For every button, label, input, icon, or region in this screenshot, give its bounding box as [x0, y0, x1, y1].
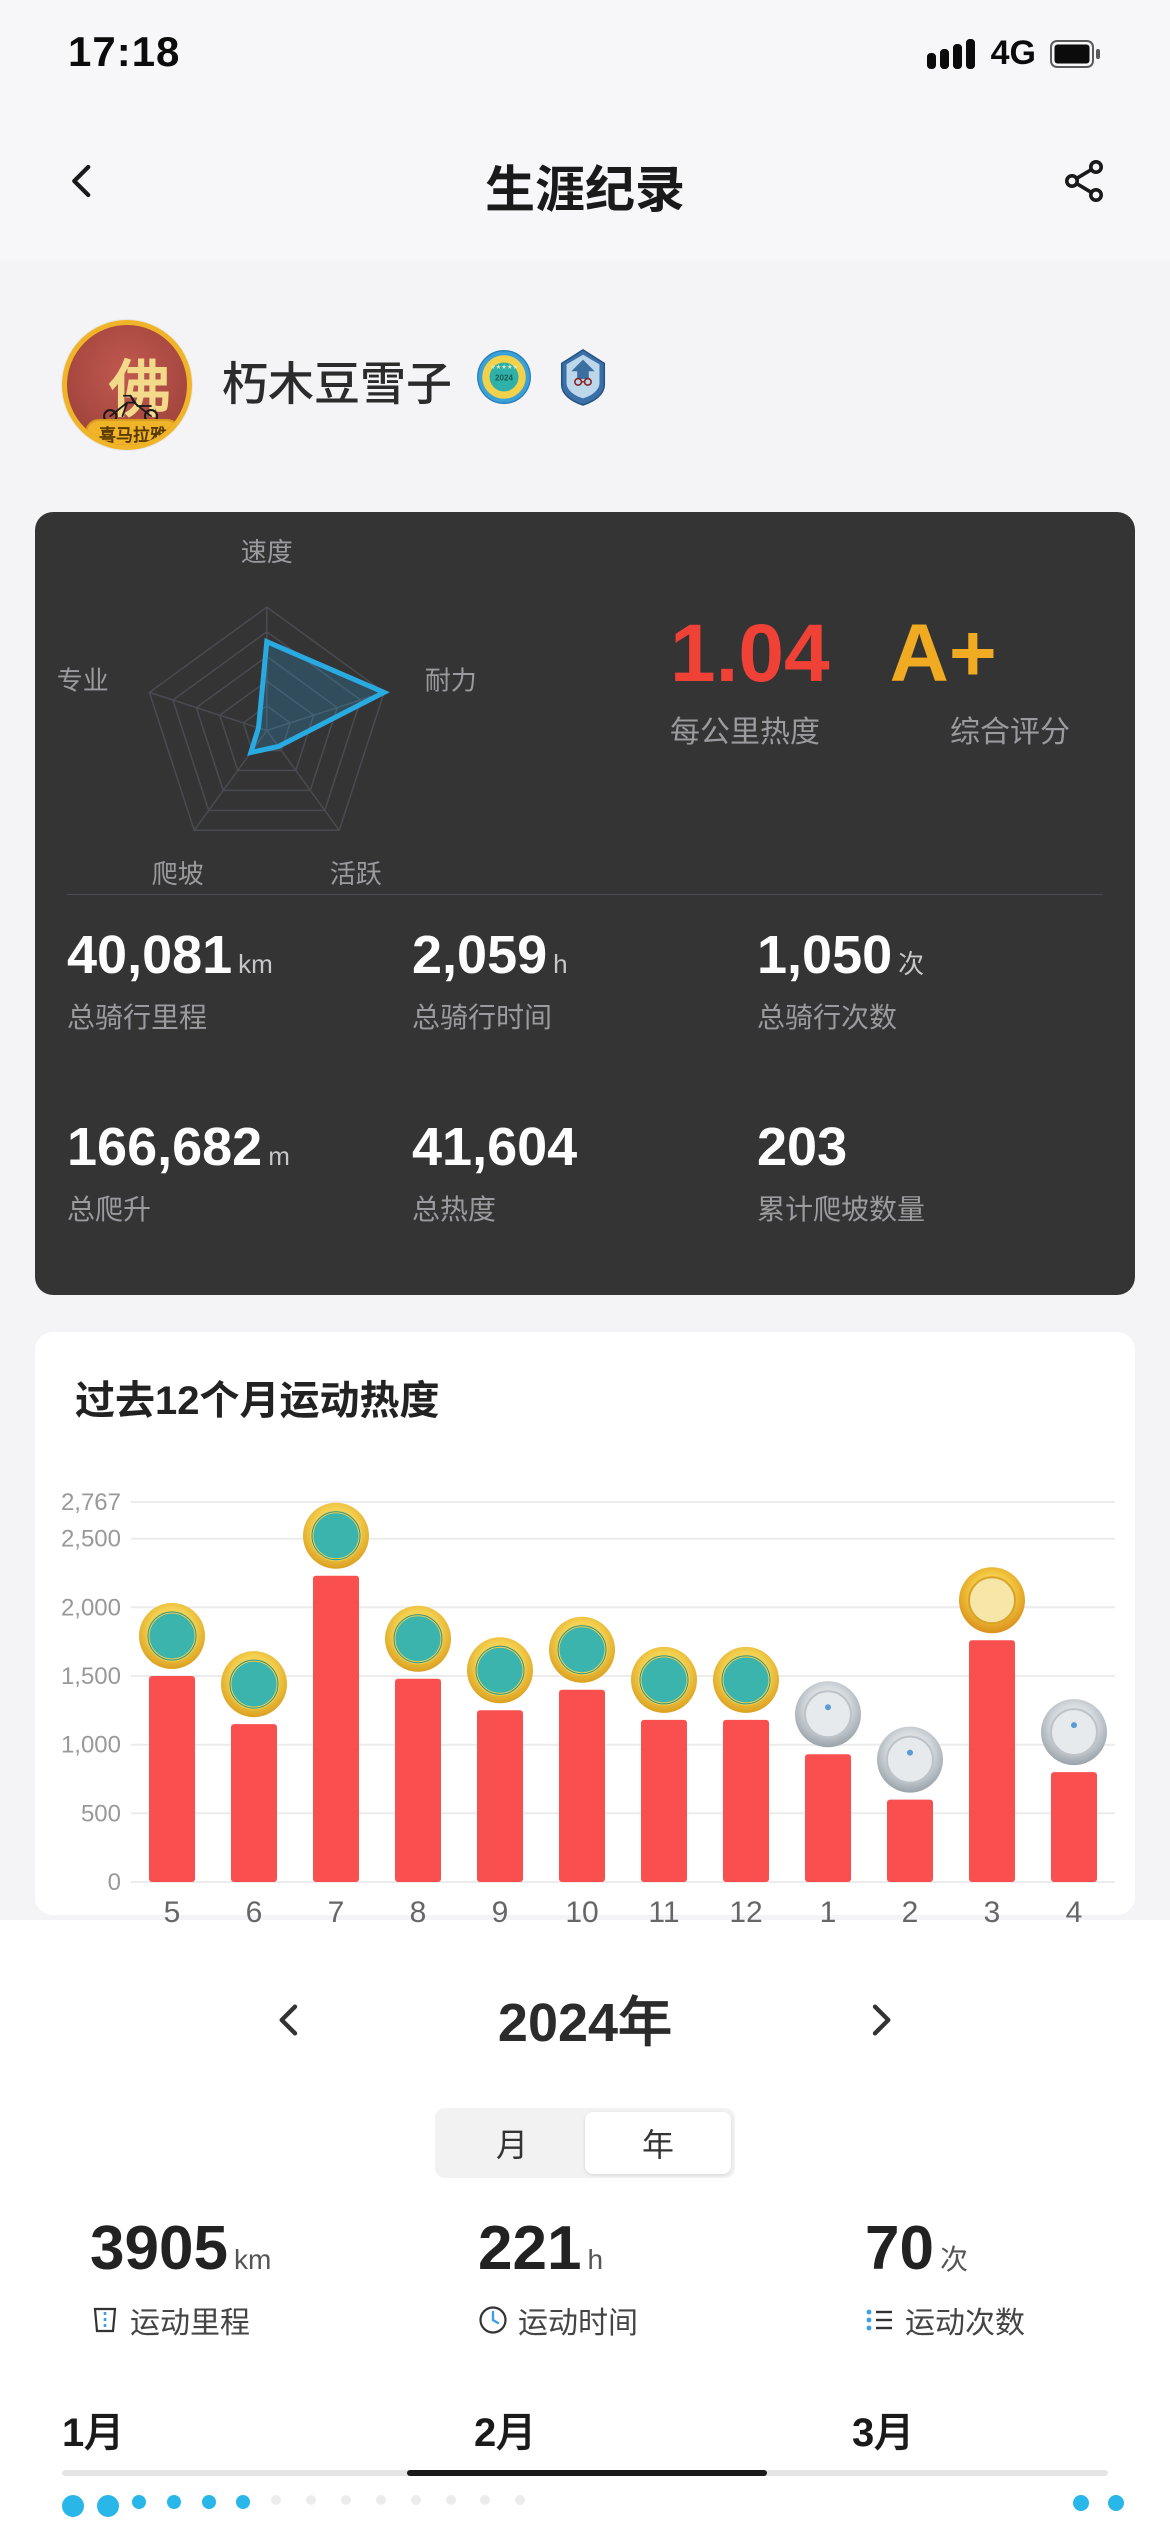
- svg-text:2,500: 2,500: [61, 1526, 121, 1553]
- svg-text:3: 3: [984, 1896, 1001, 1929]
- svg-text:8: 8: [410, 1896, 427, 1929]
- svg-text:爬坡: 爬坡: [152, 859, 204, 889]
- svg-text:2: 2: [902, 1896, 919, 1929]
- svg-text:500: 500: [81, 1800, 121, 1827]
- svg-text:2,767: 2,767: [61, 1489, 121, 1516]
- svg-text:1,500: 1,500: [61, 1663, 121, 1690]
- svg-text:0: 0: [108, 1869, 121, 1896]
- svg-text:9: 9: [492, 1896, 509, 1929]
- svg-text:速度: 速度: [241, 537, 293, 567]
- svg-text:1: 1: [820, 1896, 837, 1929]
- svg-text:2,000: 2,000: [61, 1594, 121, 1621]
- svg-text:5: 5: [164, 1896, 181, 1929]
- svg-text:7: 7: [328, 1896, 345, 1929]
- svg-text:1,000: 1,000: [61, 1732, 121, 1759]
- svg-text:10: 10: [565, 1896, 598, 1929]
- svg-text:★★★★★: ★★★★★: [490, 364, 518, 371]
- svg-text:11: 11: [648, 1896, 679, 1929]
- svg-text:12: 12: [729, 1896, 762, 1929]
- svg-text:耐力: 耐力: [425, 666, 477, 696]
- svg-text:2024: 2024: [495, 374, 514, 383]
- svg-text:活跃: 活跃: [330, 859, 382, 889]
- svg-text:专业: 专业: [57, 666, 109, 696]
- svg-text:4: 4: [1066, 1896, 1083, 1929]
- svg-text:6: 6: [246, 1896, 263, 1929]
